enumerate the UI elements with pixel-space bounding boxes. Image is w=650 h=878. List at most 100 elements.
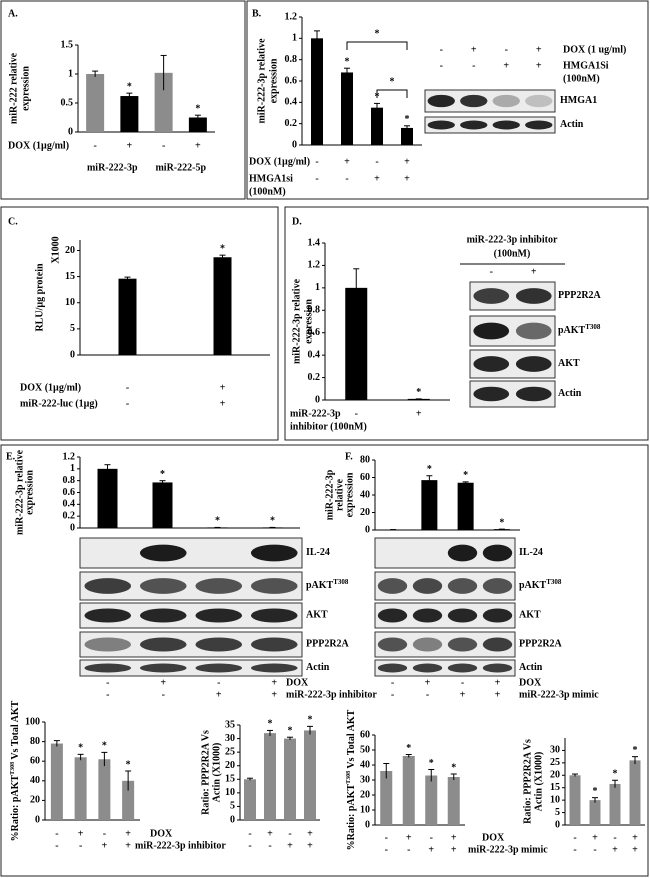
bar (118, 278, 137, 355)
blot-band (473, 356, 510, 372)
condition-sign: - (248, 840, 251, 851)
condition-sign: - (248, 828, 251, 839)
condition-sign: + (612, 844, 618, 855)
band-label: IL-24 (519, 547, 543, 558)
blot-band (377, 663, 408, 673)
y-tick-label: 20 (360, 507, 370, 518)
y-axis-label-sup: T308 (10, 762, 16, 775)
y-tick-label: 0.2 (285, 118, 298, 129)
y-tick-label: 20 (225, 760, 235, 771)
error-bar (160, 54, 167, 91)
condition-label: HMGA1Si (563, 60, 609, 71)
condition-label: miR-222-3p inhibitor (135, 840, 226, 851)
y-axis-label: expression (303, 299, 314, 344)
error-bar (405, 754, 412, 758)
condition-label: DOX (482, 832, 505, 843)
blot-band (515, 322, 552, 340)
y-axis-label: relative (334, 478, 345, 511)
condition-sign: - (268, 840, 271, 851)
blot-band (473, 322, 510, 340)
blot-band (195, 608, 243, 623)
blot-strip (79, 659, 303, 677)
condition-label: DOX (1µg/ml) (8, 140, 69, 151)
blot-band (250, 637, 298, 652)
error-bar (383, 763, 390, 779)
condition-sign: + (428, 844, 434, 855)
blot-band (427, 94, 455, 108)
condition-sign: + (78, 828, 84, 839)
significance: * (160, 469, 165, 480)
y-tick-label: 0.2 (63, 510, 76, 521)
condition-sign: + (592, 832, 598, 843)
blot-band (377, 637, 408, 652)
bar (50, 743, 63, 820)
significance: * (102, 741, 107, 752)
significance: * (308, 715, 313, 726)
band-label: Actin (519, 662, 543, 673)
condition-sign: - (573, 832, 576, 843)
error-bar (53, 740, 60, 747)
panel-label: E. (6, 451, 16, 462)
band-label-sup: T308 (546, 578, 562, 586)
condition-label: miR-222-3p mimic (519, 689, 599, 700)
condition-label: miR-222-3p inhibitor (286, 689, 377, 700)
blot-band (139, 663, 187, 673)
bar (425, 775, 438, 825)
significance: * (126, 759, 131, 770)
condition-sign: + (160, 677, 166, 688)
error-bar (450, 773, 457, 780)
band-label-text: IL-24 (519, 547, 543, 558)
y-tick-label: 0.8 (285, 54, 298, 65)
blot-band (412, 637, 443, 652)
y-axis-label-part: Vs Total AKT (346, 709, 357, 771)
y-tick-label: 0 (365, 819, 370, 830)
blot-band (250, 608, 298, 623)
band-label: AKT (558, 358, 580, 369)
blot-band (447, 663, 478, 673)
significance: * (427, 464, 432, 475)
condition-sign: + (267, 828, 273, 839)
condition-sign: + (632, 832, 638, 843)
blot-strip (424, 116, 556, 134)
blot-band (139, 578, 187, 594)
condition-sign: + (425, 677, 431, 688)
blot-band (412, 663, 443, 673)
y-tick-label: 15 (65, 271, 75, 282)
bar (569, 775, 581, 825)
condition-sign: - (426, 689, 429, 700)
band-label-text: pAKT (306, 580, 334, 591)
band-label: PPP2R2A (306, 639, 350, 650)
blot-band (377, 608, 408, 623)
y-tick-label: 1 (70, 463, 75, 474)
y-tick-label: 0 (315, 394, 320, 405)
condition-sign: + (451, 844, 457, 855)
bracket (376, 89, 408, 98)
condition-label: miR-222-3p mimic (468, 844, 548, 855)
condition-sign: - (345, 173, 348, 184)
y-tick-label: 1.2 (285, 11, 298, 22)
y-tick-label: 1.2 (308, 260, 321, 271)
error-bar (125, 770, 132, 791)
y-tick-label: 25 (550, 757, 560, 768)
band-label-text: Actin (558, 388, 582, 399)
band-label: PPP2R2A (519, 639, 563, 650)
blot-band (412, 608, 443, 623)
blot-band (195, 578, 243, 594)
error-bar (267, 729, 273, 736)
condition-sign: + (307, 840, 313, 851)
y-tick-label: 30 (360, 774, 370, 785)
bar (341, 72, 353, 145)
condition-sign: - (217, 677, 220, 688)
condition-sign: - (440, 44, 443, 55)
y-tick-label: 0.8 (308, 305, 321, 316)
condition-sign: + (460, 689, 466, 700)
blot-band (525, 94, 553, 108)
blot-band (195, 663, 243, 673)
error-bar (592, 797, 598, 803)
y-tick-label: 60 (360, 729, 370, 740)
bar (213, 257, 232, 355)
error-bar (428, 769, 435, 782)
y-axis-label: miR-222-3p (324, 469, 335, 520)
significance: * (195, 103, 200, 114)
y-tick-label: 30 (225, 733, 235, 744)
